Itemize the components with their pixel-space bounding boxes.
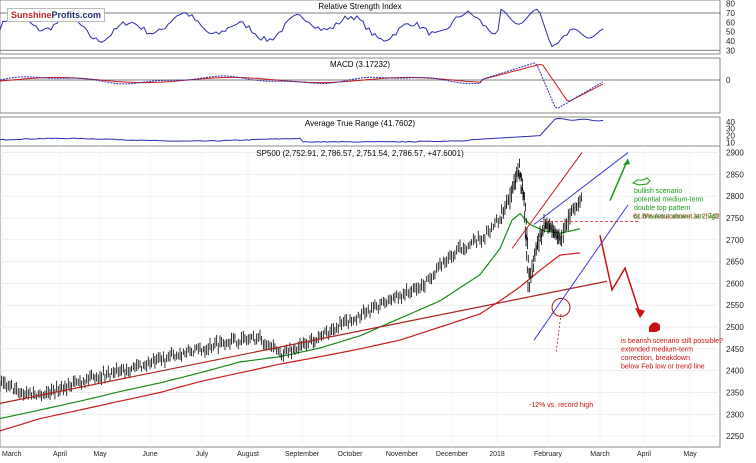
price-tick-label: 2350 bbox=[726, 388, 744, 397]
atr-tick-label: 10 bbox=[726, 139, 735, 148]
bearish-arrowhead bbox=[635, 307, 645, 319]
x-axis-label: August bbox=[237, 451, 259, 458]
x-axis-label: March bbox=[590, 451, 610, 458]
x-axis-label: 2018 bbox=[489, 451, 505, 458]
panel-frame-macd bbox=[0, 57, 721, 114]
bullish-scenario-text: double top pattern bbox=[634, 205, 691, 212]
bullish-scenario-text: potential medium-term bbox=[634, 197, 704, 204]
price-tick-label: 2550 bbox=[726, 301, 744, 310]
rsi-tick-label: 50 bbox=[726, 28, 735, 37]
bull-icon bbox=[631, 177, 651, 186]
channel-lower-line bbox=[533, 204, 629, 341]
brand-part-2: Profits.com bbox=[51, 10, 102, 20]
price-tick-label: 2250 bbox=[726, 432, 744, 441]
rsi-line bbox=[0, 8, 604, 48]
atr-line bbox=[0, 117, 604, 143]
moving-average-red bbox=[0, 252, 581, 432]
bearish-scenario-text: correction, breakdown bbox=[621, 355, 690, 362]
panel-frame-rsi bbox=[0, 0, 721, 55]
macd-tick-label: 0 bbox=[726, 76, 731, 85]
rsi-tick-label: 40 bbox=[726, 37, 735, 46]
price-tick-label: 2900 bbox=[726, 149, 744, 158]
price-tick-label: 2400 bbox=[726, 367, 744, 376]
x-axis-label: February bbox=[534, 451, 563, 458]
macd-signal-line bbox=[0, 63, 604, 102]
bear-icon bbox=[649, 322, 660, 332]
atr-tick-label: 20 bbox=[726, 132, 735, 141]
price-tick-label: 2800 bbox=[726, 192, 744, 201]
x-axis-label: May bbox=[683, 451, 697, 458]
atr-title: Average True Range (41.7602) bbox=[305, 119, 415, 128]
brand-logo: SunshineProfits.com bbox=[7, 8, 106, 22]
atr-tick-label: 30 bbox=[726, 125, 735, 134]
brand-part-1: Sunshine bbox=[11, 10, 52, 20]
x-axis-label: September bbox=[285, 451, 320, 458]
price-tick-label: 2650 bbox=[726, 258, 744, 267]
macd-line bbox=[0, 62, 604, 109]
price-bars bbox=[0, 158, 582, 402]
long-term-trend-line bbox=[0, 280, 608, 404]
panel-frame-price bbox=[0, 145, 721, 448]
bearish-scenario-text: below Feb low or trend line bbox=[621, 364, 705, 371]
bullish-scenario-text: bullish scenario bbox=[634, 188, 682, 195]
bullish-arrow bbox=[609, 158, 629, 201]
atr-tick-label: 40 bbox=[726, 118, 735, 127]
rsi-tick-label: 30 bbox=[726, 46, 735, 55]
rsi-tick-label: 70 bbox=[726, 9, 735, 18]
macd-title: MACD (3.17232) bbox=[330, 60, 390, 69]
x-axis-label: April bbox=[637, 451, 651, 458]
retracement-label: 61.8% retracement at 2,742 bbox=[633, 213, 719, 220]
bearish-scenario-text: extended medium-term bbox=[621, 347, 693, 354]
bullish-scenario-text: or breakout above Jan high bbox=[634, 214, 719, 221]
bearish-scenario-text: is bearish scenario still possible? bbox=[621, 338, 723, 345]
x-axis-label: December bbox=[436, 451, 469, 458]
price-tick-label: 2300 bbox=[726, 410, 744, 419]
decline-pointer bbox=[555, 313, 562, 354]
bearish-scenario-path bbox=[599, 235, 641, 315]
moving-average-green bbox=[0, 212, 581, 420]
bullish-arrowhead bbox=[623, 159, 630, 166]
decline-label: -12% vs. record high bbox=[529, 402, 593, 409]
channel-upper-line bbox=[533, 152, 629, 225]
x-axis-label: May bbox=[93, 451, 107, 458]
price-tick-label: 2750 bbox=[726, 214, 744, 223]
price-tick-label: 2850 bbox=[726, 170, 744, 179]
price-tick-label: 2700 bbox=[726, 236, 744, 245]
price-title: SP500 (2,752.91, 2,786.57, 2,751.54, 2,7… bbox=[256, 149, 464, 158]
price-tick-label: 2600 bbox=[726, 279, 744, 288]
rsi-tick-label: 60 bbox=[726, 18, 735, 27]
short-term-trend-line bbox=[511, 152, 583, 249]
x-axis-label: June bbox=[142, 451, 157, 458]
price-tick-label: 2450 bbox=[726, 345, 744, 354]
x-axis-label: March bbox=[2, 451, 22, 458]
rsi-tick-label: 80 bbox=[726, 0, 735, 9]
x-axis-label: April bbox=[53, 451, 67, 458]
x-axis-label: November bbox=[386, 451, 419, 458]
rsi-title: Relative Strength Index bbox=[318, 2, 401, 11]
february-low-circle bbox=[551, 297, 571, 317]
price-tick-label: 2500 bbox=[726, 323, 744, 332]
x-axis-label: October bbox=[338, 451, 364, 458]
x-axis-label: July bbox=[196, 451, 209, 458]
